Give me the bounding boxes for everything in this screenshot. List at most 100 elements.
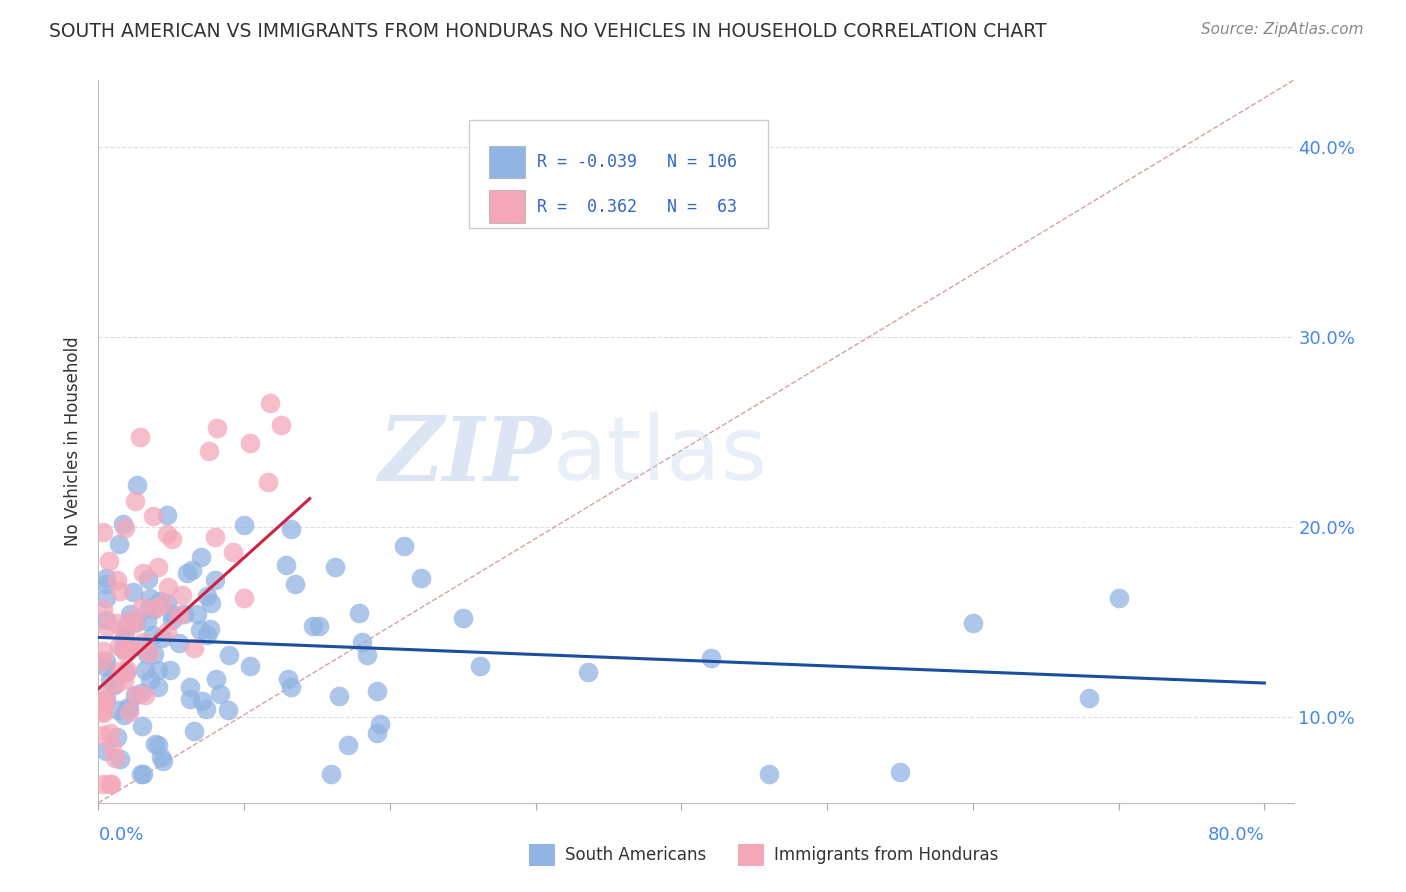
Point <box>394 539 416 553</box>
Point <box>94 571 117 585</box>
Point <box>91 654 114 668</box>
Point <box>146 680 169 694</box>
Point <box>129 686 152 700</box>
Point <box>134 688 156 702</box>
Point <box>125 478 148 492</box>
FancyBboxPatch shape <box>529 844 555 865</box>
Point <box>132 566 155 581</box>
Point <box>111 516 134 531</box>
Point <box>136 572 159 586</box>
Point <box>167 636 190 650</box>
Point <box>347 607 370 621</box>
Point <box>143 602 166 616</box>
Point <box>105 730 128 744</box>
FancyBboxPatch shape <box>489 145 524 178</box>
Point <box>125 688 148 702</box>
Point <box>104 750 127 764</box>
Point <box>699 651 721 665</box>
Point <box>146 663 169 677</box>
Point <box>108 751 131 765</box>
Point <box>468 178 491 192</box>
Point <box>190 549 212 564</box>
Point <box>156 527 179 541</box>
Point <box>259 395 281 409</box>
Point <box>186 607 208 622</box>
Point <box>308 619 330 633</box>
Point <box>160 532 183 546</box>
Point <box>173 607 195 622</box>
Point <box>124 615 146 629</box>
Point <box>100 777 122 791</box>
Point <box>758 767 780 781</box>
Point <box>107 703 129 717</box>
Point <box>112 641 135 656</box>
Point <box>117 702 139 716</box>
Point <box>94 577 117 591</box>
Point <box>114 625 136 640</box>
Point <box>204 573 226 587</box>
Point <box>91 706 114 720</box>
Point <box>94 695 117 709</box>
Point <box>889 764 911 779</box>
Point <box>124 615 146 630</box>
Point <box>105 615 128 630</box>
Point <box>160 613 183 627</box>
Point <box>94 591 117 606</box>
Point <box>91 644 114 658</box>
Text: South Americans: South Americans <box>565 846 706 863</box>
Point <box>167 607 190 622</box>
Point <box>197 444 219 458</box>
Point <box>336 738 359 752</box>
Text: Immigrants from Honduras: Immigrants from Honduras <box>773 846 998 863</box>
Point <box>323 560 346 574</box>
Point <box>152 755 174 769</box>
Point <box>576 665 599 680</box>
Point <box>233 518 256 533</box>
Point <box>319 767 342 781</box>
Point <box>470 659 492 673</box>
FancyBboxPatch shape <box>470 120 768 228</box>
Point <box>98 554 121 568</box>
Point <box>183 641 205 656</box>
Point <box>148 560 170 574</box>
Point <box>108 665 131 679</box>
Point <box>270 417 292 432</box>
Point <box>105 573 128 587</box>
Point <box>159 663 181 677</box>
Point <box>146 739 169 753</box>
Point <box>117 700 139 714</box>
Point <box>179 691 201 706</box>
Point <box>96 691 118 706</box>
Point <box>516 178 538 192</box>
Point <box>217 703 239 717</box>
Point <box>124 688 146 702</box>
Text: R = -0.039   N = 106: R = -0.039 N = 106 <box>537 153 737 171</box>
Point <box>91 777 114 791</box>
Point <box>132 635 155 649</box>
Point <box>114 521 136 535</box>
Point <box>191 693 214 707</box>
Point <box>100 726 122 740</box>
Text: 0.0%: 0.0% <box>98 826 143 844</box>
Point <box>183 724 205 739</box>
Point <box>131 599 153 614</box>
Point <box>120 613 142 627</box>
Point <box>112 632 135 646</box>
Point <box>150 631 173 645</box>
Point <box>356 648 378 662</box>
Point <box>124 493 146 508</box>
Point <box>143 647 166 661</box>
Point <box>98 673 121 688</box>
Point <box>104 677 127 691</box>
Point <box>256 475 278 489</box>
Point <box>108 584 131 599</box>
Point <box>138 600 160 615</box>
Text: Source: ZipAtlas.com: Source: ZipAtlas.com <box>1201 22 1364 37</box>
Point <box>350 634 373 648</box>
Point <box>103 678 125 692</box>
Point <box>156 580 179 594</box>
Point <box>117 663 139 677</box>
Point <box>204 530 226 544</box>
Point <box>233 591 256 605</box>
Point <box>195 589 218 603</box>
